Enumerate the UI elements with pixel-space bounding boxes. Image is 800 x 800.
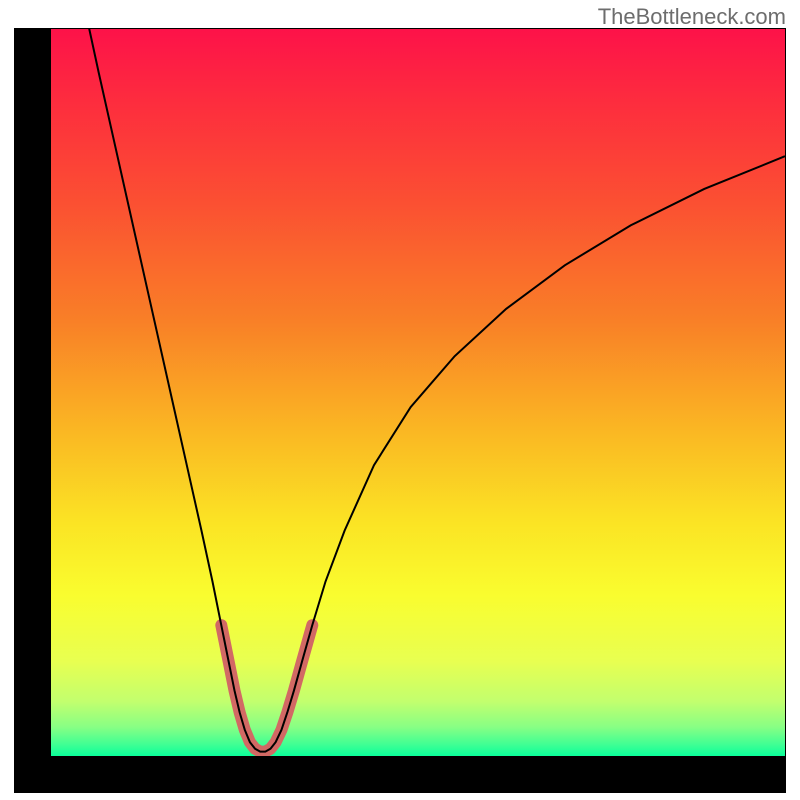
watermark-text: TheBottleneck.com [598,4,786,30]
plot-frame [14,28,786,793]
chart-root: { "watermark": { "text": "TheBottleneck.… [0,0,800,800]
plot-area [51,29,785,756]
gradient-background [51,29,785,756]
bottleneck-curve-chart [51,29,785,756]
